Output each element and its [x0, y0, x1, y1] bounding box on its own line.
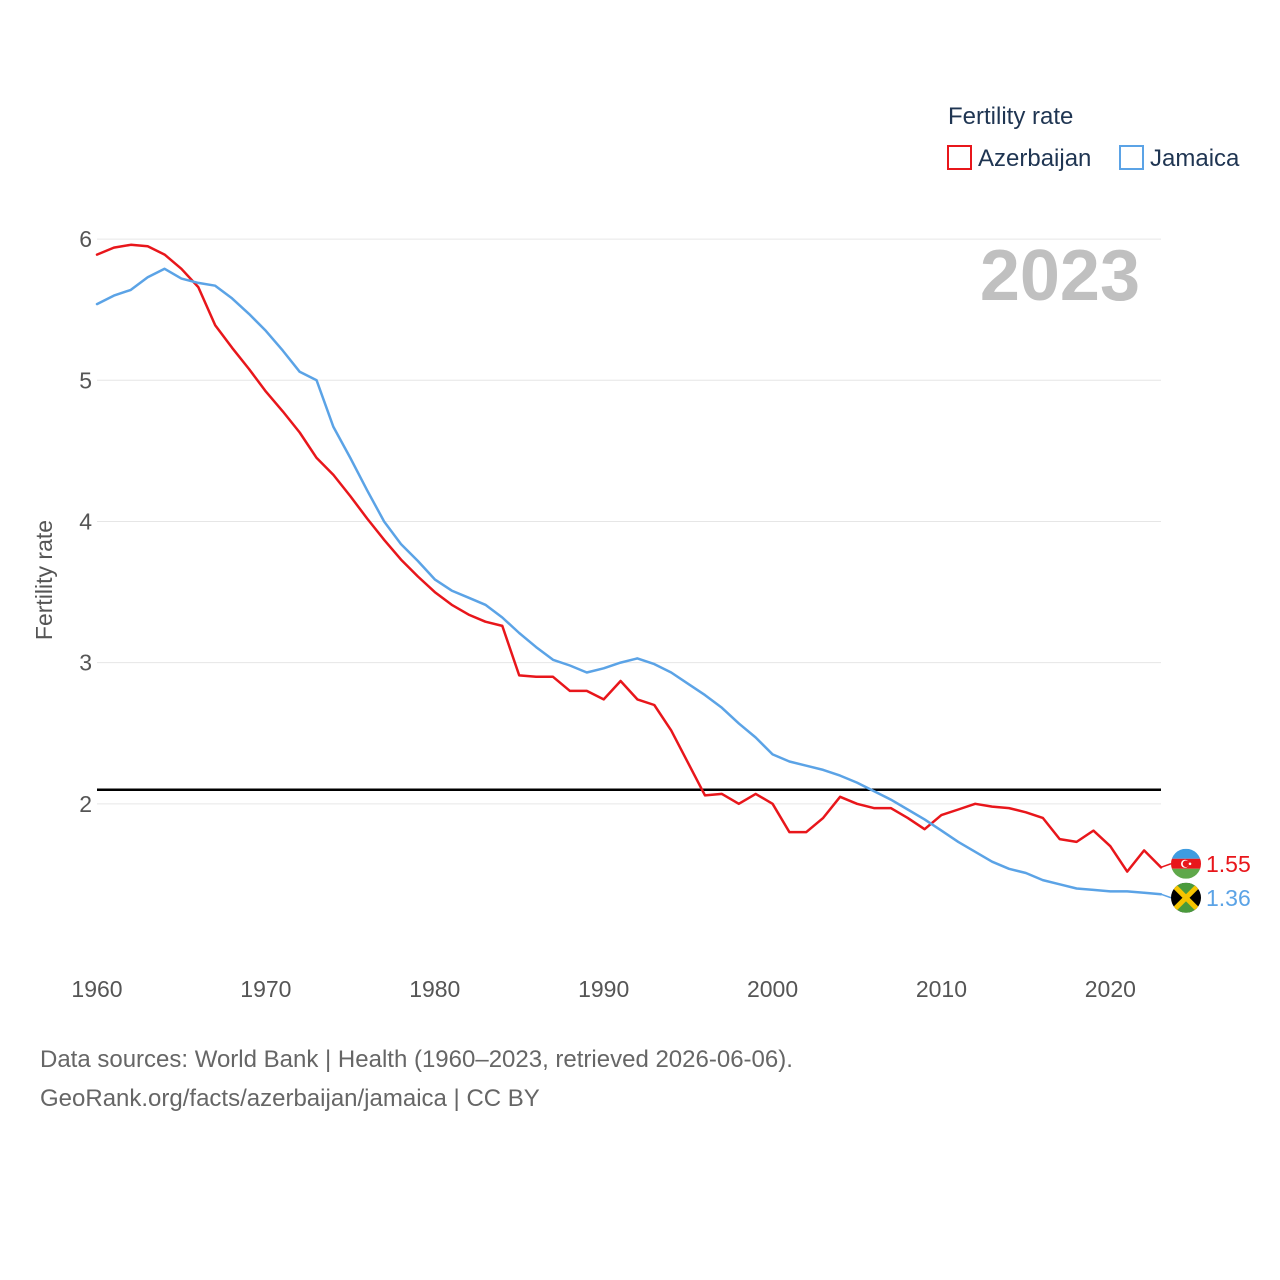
end-markers: 1.55 1.36	[1160, 848, 1251, 913]
legend-item-jamaica[interactable]: Jamaica	[1119, 145, 1240, 172]
end-connector	[1160, 863, 1172, 869]
x-tick-label: 1970	[240, 976, 291, 1002]
legend-swatch-azerbaijan	[947, 145, 972, 170]
legend-title: Fertility rate	[948, 103, 1073, 130]
footer-source-line: Data sources: World Bank | Health (1960–…	[40, 1046, 793, 1073]
y-tick-label: 2	[79, 791, 92, 817]
series-line-azerbaijan	[95, 243, 1163, 873]
year-watermark: 2023	[980, 236, 1140, 316]
end-value-label-jamaica: 1.36	[1206, 885, 1251, 911]
legend-item-azerbaijan[interactable]: Azerbaijan	[947, 145, 1091, 172]
y-tick-label: 3	[79, 650, 92, 676]
x-tick-label: 2010	[916, 976, 967, 1002]
azerbaijan-flag-icon	[1171, 848, 1201, 879]
x-tick-label: 2000	[747, 976, 798, 1002]
x-tick-label: 1980	[409, 976, 460, 1002]
end-value-label-azerbaijan: 1.55	[1206, 851, 1251, 877]
series-line-jamaica	[95, 267, 1163, 896]
legend: Fertility rate Azerbaijan Jamaica	[947, 103, 1240, 172]
jamaica-flag-icon	[1171, 882, 1201, 913]
y-axis-label: Fertility rate	[31, 520, 57, 640]
legend-label-azerbaijan: Azerbaijan	[978, 145, 1091, 172]
x-tick-label: 1990	[578, 976, 629, 1002]
footer-attribution-line: GeoRank.org/facts/azerbaijan/jamaica | C…	[40, 1085, 540, 1112]
y-tick-label: 5	[79, 367, 92, 393]
y-tick-label: 6	[79, 226, 92, 252]
y-tick-label: 4	[79, 508, 92, 534]
legend-swatch-jamaica	[1119, 145, 1144, 170]
series-lines	[95, 243, 1163, 896]
x-tick-label: 1960	[71, 976, 122, 1002]
gridlines	[97, 238, 1161, 805]
end-connector	[1160, 893, 1172, 899]
legend-label-jamaica: Jamaica	[1150, 145, 1240, 172]
x-tick-label: 2020	[1085, 976, 1136, 1002]
x-axis-ticks: 1960 1970 1980 1990 2000 2010 2020	[71, 976, 1136, 1002]
y-axis-ticks: 2 3 4 5 6	[79, 226, 92, 817]
